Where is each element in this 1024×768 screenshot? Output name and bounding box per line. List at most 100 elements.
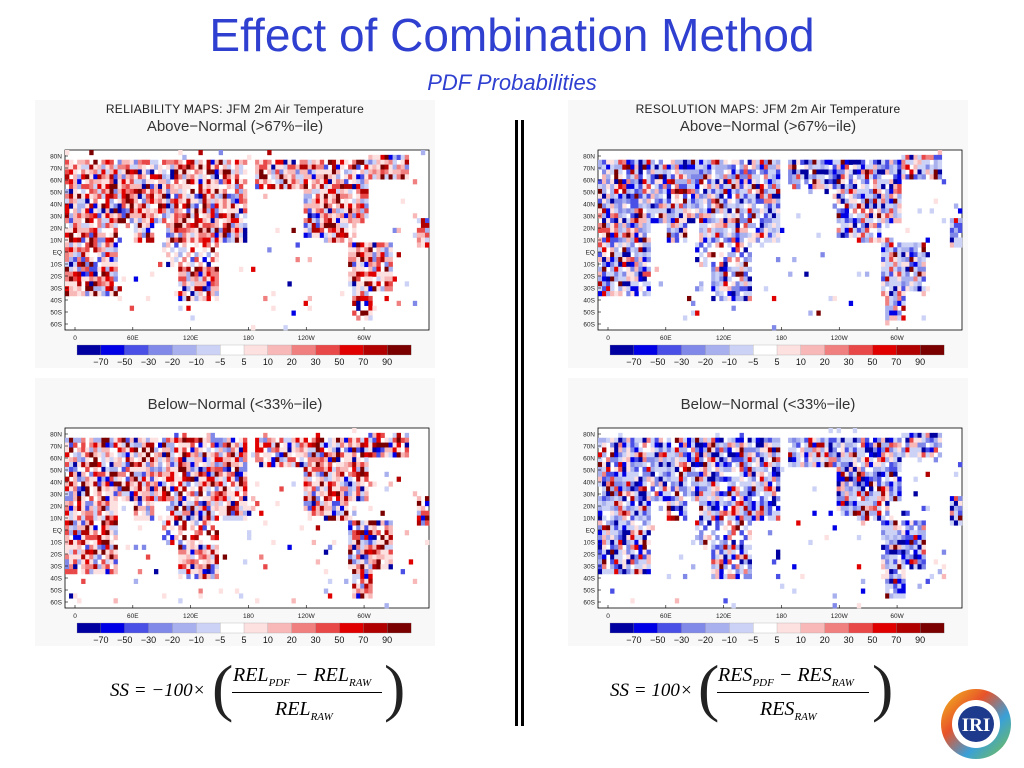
lat-tick-label: 30S [50, 564, 62, 571]
colorbar-label: −20 [165, 635, 180, 645]
colorbar-label: −50 [117, 635, 132, 645]
colorbar-swatch [657, 622, 682, 634]
colorbar-label: 30 [311, 357, 321, 367]
colorbar-label: 5 [774, 357, 779, 367]
lat-tick-label: 50S [50, 310, 62, 317]
lat-tick-label: 20S [50, 274, 62, 281]
lon-tick-label: 60E [127, 335, 139, 342]
colorbar-label: −10 [189, 357, 204, 367]
lat-tick-label: 30S [583, 564, 595, 571]
center-divider [515, 120, 525, 726]
lat-tick-label: 40S [50, 576, 62, 583]
lon-tick-label: 180 [243, 613, 254, 620]
colorbar-label: −5 [215, 635, 225, 645]
lon-tick-label: 60W [357, 613, 371, 620]
left-paren: ( [212, 652, 234, 723]
colorbar-label: −10 [722, 357, 737, 367]
lon-tick-label: 60E [127, 613, 139, 620]
reliability-skill-score-formula: SS = −100× ( RELPDF − RELRAW RELRAW ) [110, 656, 410, 726]
lat-tick-label: 10N [583, 238, 595, 245]
colorbar-swatch [800, 622, 826, 634]
colorbar-swatch [100, 344, 126, 356]
colorbar-swatch [243, 344, 269, 356]
colorbar-label: −20 [165, 357, 180, 367]
lat-tick-label: 30S [583, 286, 595, 293]
colorbar-swatch [315, 344, 340, 356]
map-figure: 80N70N60N50N40N30N20N10NEQ10S20S30S40S50… [583, 149, 963, 367]
panel-header: RESOLUTION MAPS: JFM 2m Air Temperature [635, 102, 901, 116]
colorbar-label: 5 [241, 357, 246, 367]
formula-denominator: RESRAW [760, 698, 817, 723]
lat-tick-label: 10N [583, 516, 595, 523]
resolution-below-normal-map: 80N 70N 60N 50N 40N 30N 20N 10N EQ 10S 20S 30S 40S 50… [568, 378, 968, 646]
colorbar-label: 50 [867, 357, 877, 367]
colorbar-label: −50 [117, 357, 132, 367]
lat-tick-label: 60S [583, 322, 595, 329]
lat-tick-label: 70N [583, 444, 595, 451]
lon-tick-label: 120E [716, 613, 732, 620]
colorbar-label: −30 [674, 635, 689, 645]
lat-tick-label: 80N [50, 432, 62, 439]
lon-tick-label: 0 [606, 335, 610, 342]
colorbar-swatch [824, 622, 849, 634]
colorbar-label: 30 [844, 635, 854, 645]
colorbar-label: 90 [915, 635, 925, 645]
lat-tick-label: 50S [50, 588, 62, 595]
colorbar-label: −10 [722, 635, 737, 645]
colorbar-label: −5 [215, 357, 225, 367]
colorbar-label: 20 [820, 357, 830, 367]
panel-subtitle: Above−Normal (>67%−ile) [146, 118, 324, 135]
colorbar-swatch [872, 344, 897, 356]
lon-tick-label: 120W [298, 613, 316, 620]
lon-tick-label: 0 [606, 613, 610, 620]
colorbar-swatch [848, 622, 873, 634]
lat-tick-label: 30N [583, 492, 595, 499]
lon-tick-label: 180 [776, 335, 787, 342]
colorbar-label: 5 [241, 635, 246, 645]
colorbar-swatch [752, 622, 778, 634]
colorbar-label: 70 [891, 357, 901, 367]
fraction-bar [232, 692, 382, 693]
colorbar-swatch [148, 622, 173, 634]
reliability-below-normal-map: 80N 70N 60N 50N 40N 30N 20N 10N EQ 10S 20S 30S 40S 50… [35, 378, 435, 646]
panel-header: RELIABILITY MAPS: JFM 2m Air Temperature [105, 102, 365, 116]
formula-numerator: RESPDF − RESRAW [718, 664, 854, 689]
colorbar-label: 5 [774, 635, 779, 645]
slide-subtitle: PDF Probabilities [427, 70, 597, 95]
colorbar-label: 30 [844, 357, 854, 367]
lat-tick-label: 70N [50, 166, 62, 173]
lon-tick-label: 60W [357, 335, 371, 342]
lat-tick-label: 40S [50, 298, 62, 305]
lon-tick-label: 120W [831, 613, 849, 620]
colorbar-swatch [172, 344, 197, 356]
lat-tick-label: 60S [583, 600, 595, 607]
lat-tick-label: 80N [50, 154, 62, 161]
colorbar-swatch [681, 622, 706, 634]
lon-tick-label: 120W [298, 335, 316, 342]
iri-logo: IRI [941, 689, 1011, 759]
lat-tick-label: 20N [50, 226, 62, 233]
colorbar-label: −30 [141, 357, 156, 367]
colorbar-swatch [872, 622, 897, 634]
colorbar-swatch [267, 622, 293, 634]
colorbar-swatch [824, 344, 849, 356]
lon-tick-label: 60E [660, 335, 672, 342]
colorbar-label: −5 [748, 357, 758, 367]
lat-tick-label: EQ [53, 250, 62, 257]
colorbar-label: −30 [674, 357, 689, 367]
colorbar-label: −20 [698, 635, 713, 645]
lat-tick-label: 60S [50, 600, 62, 607]
lat-tick-label: 70N [583, 166, 595, 173]
lat-tick-label: 50N [583, 190, 595, 197]
colorbar-label: 10 [263, 357, 273, 367]
map-figure: 80N70N60N50N40N30N20N10NEQ10S20S30S40S50… [583, 427, 963, 645]
colorbar-label: 90 [915, 357, 925, 367]
colorbar-label: 50 [334, 357, 344, 367]
colorbar-swatch [124, 344, 149, 356]
colorbar-swatch [219, 344, 245, 356]
colorbar-swatch [196, 344, 221, 356]
colorbar-label: −5 [748, 635, 758, 645]
lat-tick-label: EQ [586, 528, 595, 535]
colorbar-label: −70 [93, 357, 108, 367]
colorbar-swatch [896, 344, 921, 356]
